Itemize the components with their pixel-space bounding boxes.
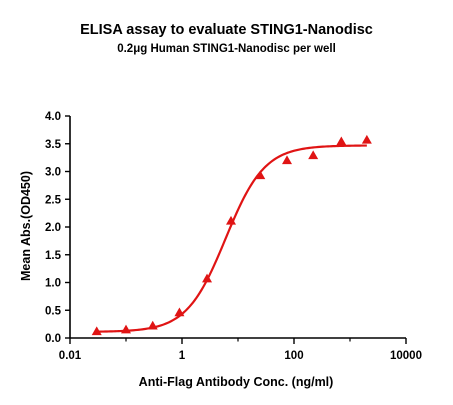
y-tick-label: 0.5 bbox=[45, 305, 62, 317]
axes bbox=[69, 116, 406, 339]
data-points bbox=[91, 134, 372, 336]
y-axis-label: Mean Abs.(OD450) bbox=[19, 171, 33, 281]
data-point-triangle bbox=[174, 307, 185, 317]
data-point-triangle bbox=[255, 170, 266, 180]
chart-subtitle: 0.2μg Human STING1-Nanodisc per well bbox=[117, 43, 336, 55]
y-tick-label: 4.0 bbox=[45, 111, 61, 123]
x-tick-label: 10000 bbox=[390, 350, 422, 362]
axis-ticks: 0.0 0.5 1.0 1.5 2.0 2.5 3.0 3.5 4.0 0.01 1 100 10000 bbox=[45, 111, 422, 362]
data-point-triangle bbox=[91, 326, 102, 336]
data-point-triangle bbox=[336, 136, 347, 146]
y-tick-label: 1.0 bbox=[45, 278, 61, 290]
x-tick-label: 1 bbox=[179, 350, 186, 362]
x-tick-label: 0.01 bbox=[59, 350, 82, 362]
y-tick-label: 3.0 bbox=[45, 167, 61, 179]
x-axis-label: Anti-Flag Antibody Conc. (ng/ml) bbox=[139, 375, 334, 389]
y-tick-label: 2.0 bbox=[45, 222, 61, 234]
y-tick-label: 0.0 bbox=[45, 333, 61, 345]
data-point-triangle bbox=[121, 324, 131, 334]
fit-curve-group bbox=[96, 144, 367, 333]
chart-title: ELISA assay to evaluate STING1-Nanodisc bbox=[80, 22, 373, 38]
data-point-triangle bbox=[308, 150, 319, 160]
y-tick-label: 3.5 bbox=[45, 139, 62, 151]
data-point-triangle bbox=[226, 215, 237, 225]
y-tick-label: 1.5 bbox=[45, 250, 62, 262]
data-point-triangle bbox=[147, 320, 158, 330]
x-tick-label: 100 bbox=[284, 350, 303, 362]
y-tick-label: 2.5 bbox=[45, 194, 62, 206]
data-point-triangle bbox=[202, 273, 213, 283]
fit-curve bbox=[96, 144, 367, 333]
data-point-triangle bbox=[282, 155, 293, 165]
data-point-triangle bbox=[361, 134, 372, 144]
